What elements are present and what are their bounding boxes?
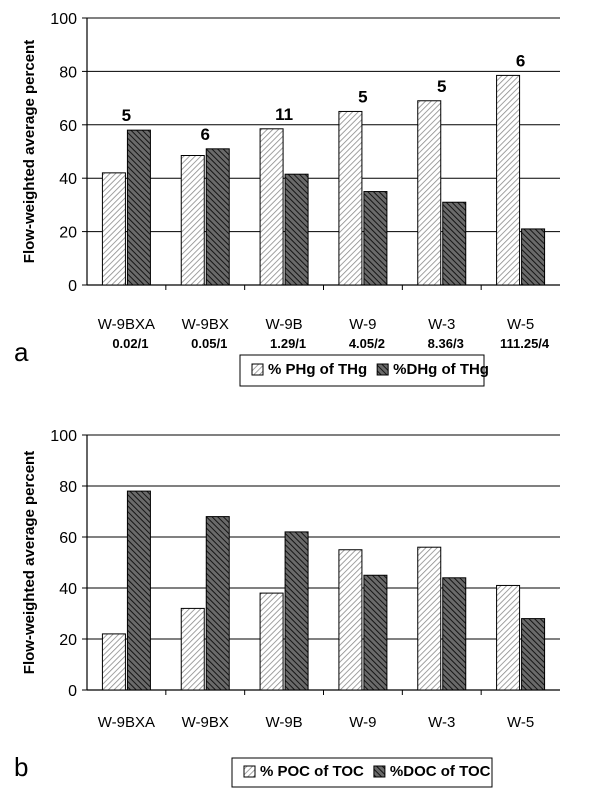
x-category-label: W-9B	[265, 316, 302, 333]
y-tick-label: 100	[50, 428, 77, 445]
bar-series2-w-3	[442, 577, 467, 691]
sample-count-label: 6	[201, 125, 210, 144]
y-tick-label: 20	[59, 225, 77, 242]
bar-series1-w-9bx	[180, 155, 205, 286]
bar-series1-w-3	[417, 546, 442, 691]
x-category-label: W-9BXA	[98, 714, 155, 731]
bar-series2-w-9b	[284, 173, 309, 286]
x-category-sublabel: 8.36/3	[428, 336, 464, 351]
bar-series2-w-9bx	[205, 516, 230, 691]
x-category-sublabel: 0.02/1	[112, 336, 148, 351]
x-category-label: W-9BX	[182, 714, 229, 731]
x-category-label: W-3	[428, 714, 455, 731]
panel-letter: a	[14, 337, 29, 367]
bar-series1-w-9b	[259, 592, 284, 691]
y-tick-label: 60	[59, 118, 77, 135]
bar-series2-w-9bxa	[126, 490, 151, 691]
sample-count-label: 11	[275, 105, 293, 124]
bar-series1-w-9bxa	[101, 633, 126, 691]
chart-panel-b: 0 20 40 60 80 100 Flow-weighted average percen…	[14, 428, 560, 788]
legend-swatch-2	[376, 363, 389, 376]
y-tick-label: 80	[59, 479, 77, 496]
y-axis-label: Flow-weighted average percent	[21, 451, 38, 674]
legend-label-1: % PHg of THg	[268, 361, 367, 378]
sample-count-label: 6	[516, 51, 525, 70]
y-tick-label: 100	[50, 11, 77, 28]
y-tick-label: 80	[59, 64, 77, 81]
bar-series2-w-3	[442, 201, 467, 286]
legend-swatch-1	[243, 765, 256, 778]
bar-series2-w-5	[521, 618, 546, 691]
bar-series1-w-9bxa	[101, 172, 126, 286]
bar-series2-w-9bx	[205, 148, 230, 286]
y-tick-label: 20	[59, 632, 77, 649]
legend-swatch-1	[251, 363, 264, 376]
bar-series1-w-5	[496, 584, 521, 691]
bar-series1-w-3	[417, 100, 442, 286]
x-category-label: W-9BX	[182, 316, 229, 333]
bar-series1-w-9b	[259, 128, 284, 286]
y-tick-label: 40	[59, 581, 77, 598]
bar-series2-w-5	[521, 228, 546, 286]
x-category-label: W-3	[428, 316, 455, 333]
legend-swatch-2	[373, 765, 386, 778]
x-category-label: W-9	[349, 714, 376, 731]
panel-letter: b	[14, 752, 28, 782]
bar-series2-w-9	[363, 191, 388, 286]
sample-count-label: 5	[122, 106, 131, 125]
x-category-label: W-9	[349, 316, 376, 333]
bar-series1-w-9bx	[180, 607, 205, 691]
legend-label-1: % POC of TOC	[260, 763, 364, 780]
x-category-label: W-5	[507, 714, 534, 731]
legend-box	[231, 757, 493, 788]
y-tick-label: 60	[59, 530, 77, 547]
bar-series1-w-9	[338, 549, 363, 691]
y-tick-label: 0	[68, 278, 77, 295]
x-category-label: W-9BXA	[98, 316, 155, 333]
legend-label-2: %DHg of THg	[393, 361, 489, 378]
bar-series2-w-9bxa	[126, 129, 151, 286]
bar-series2-w-9	[363, 574, 388, 691]
legend-box	[239, 354, 485, 387]
x-category-label: W-9B	[265, 714, 302, 731]
y-tick-label: 0	[68, 683, 77, 700]
sample-count-label: 5	[358, 87, 367, 106]
bar-series1-w-9	[338, 110, 363, 286]
x-category-label: W-5	[507, 316, 534, 333]
x-category-sublabel: 111.25/4	[500, 336, 550, 351]
x-category-sublabel: 1.29/1	[270, 336, 306, 351]
y-tick-label: 40	[59, 171, 77, 188]
sample-count-label: 5	[437, 77, 446, 96]
bar-series2-w-9b	[284, 531, 309, 691]
x-category-sublabel: 0.05/1	[191, 336, 227, 351]
chart-panel-a: 0 20 40 60 80 100 Flow-weighted average percen…	[14, 11, 560, 387]
y-axis-label: Flow-weighted average percent	[21, 40, 38, 263]
bar-series1-w-5	[496, 74, 521, 286]
legend-label-2: %DOC of TOC	[390, 763, 491, 780]
x-category-sublabel: 4.05/2	[349, 336, 385, 351]
